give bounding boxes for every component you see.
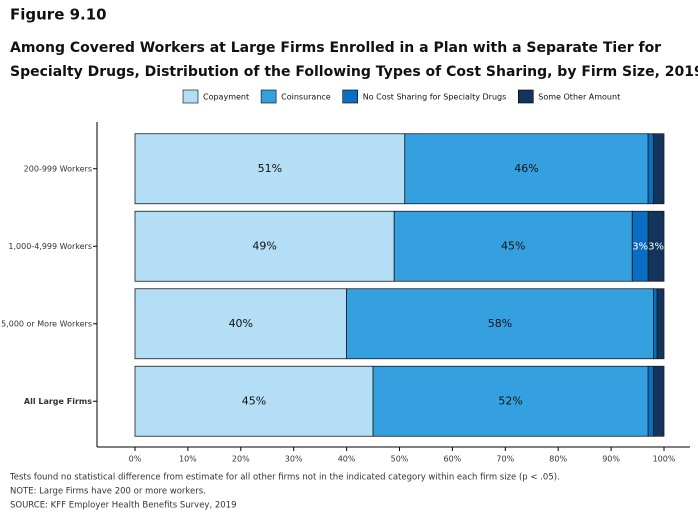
note: Tests found no statistical difference fr… [9,473,560,483]
x-tick-label: 50% [391,455,409,464]
x-tick-label: 60% [444,455,462,464]
y-tick-label: All Large Firms [24,397,92,406]
bar-segment [647,365,654,437]
legend-swatch [260,89,277,104]
x-tick-label: 0% [129,455,142,464]
bar-segment [393,210,633,282]
y-tick-label: 1,000-4,999 Workers [8,242,92,251]
legend-swatch [342,89,359,104]
x-tick-label: 10% [179,455,197,464]
value-label: 45% [501,239,525,252]
bar-segment [134,365,374,437]
value-label: 46% [514,162,538,175]
bar-segment [647,210,665,282]
y-tick-label: 5,000 or More Workers [1,319,92,328]
value-label: 3% [632,241,648,252]
note: SOURCE: KFF Employer Health Benefits Sur… [10,501,237,511]
chart-title: Among Covered Workers at Large Firms Enr… [10,40,661,56]
x-tick-label: 100% [653,455,676,464]
bar-segment [647,133,654,205]
x-tick-label: 80% [549,455,567,464]
bar-segment [372,365,649,437]
y-tick-label: 200-999 Workers [24,164,92,173]
value-label: 52% [498,394,522,407]
bar-segment [346,288,654,360]
x-tick-label: 20% [232,455,250,464]
bar-segment [653,288,658,360]
x-tick-label: 90% [602,455,620,464]
legend-label: No Cost Sharing for Specialty Drugs [363,93,507,102]
legend-swatch [517,89,534,104]
value-label: 49% [252,239,276,252]
value-label: 51% [258,162,282,175]
legend-label: Coinsurance [281,93,331,102]
bar-segment [134,288,348,360]
legend-label: Copayment [203,93,249,102]
bar-segment [653,365,665,437]
chart-title: Specialty Drugs, Distribution of the Fol… [10,64,698,80]
legend-label: Some Other Amount [538,93,620,102]
bar-segment [656,288,665,360]
value-label: 3% [648,241,664,252]
value-label: 58% [488,317,512,330]
value-label: 45% [242,394,266,407]
note: NOTE: Large Firms have 200 or more worke… [10,487,206,497]
x-tick-label: 70% [496,455,514,464]
x-tick-label: 30% [285,455,303,464]
x-tick-label: 40% [338,455,356,464]
figure-label: Figure 9.10 [10,6,107,24]
value-label: 40% [229,317,253,330]
legend-swatch [182,89,199,104]
bar-segment [653,133,665,205]
bar-segment [134,210,395,282]
